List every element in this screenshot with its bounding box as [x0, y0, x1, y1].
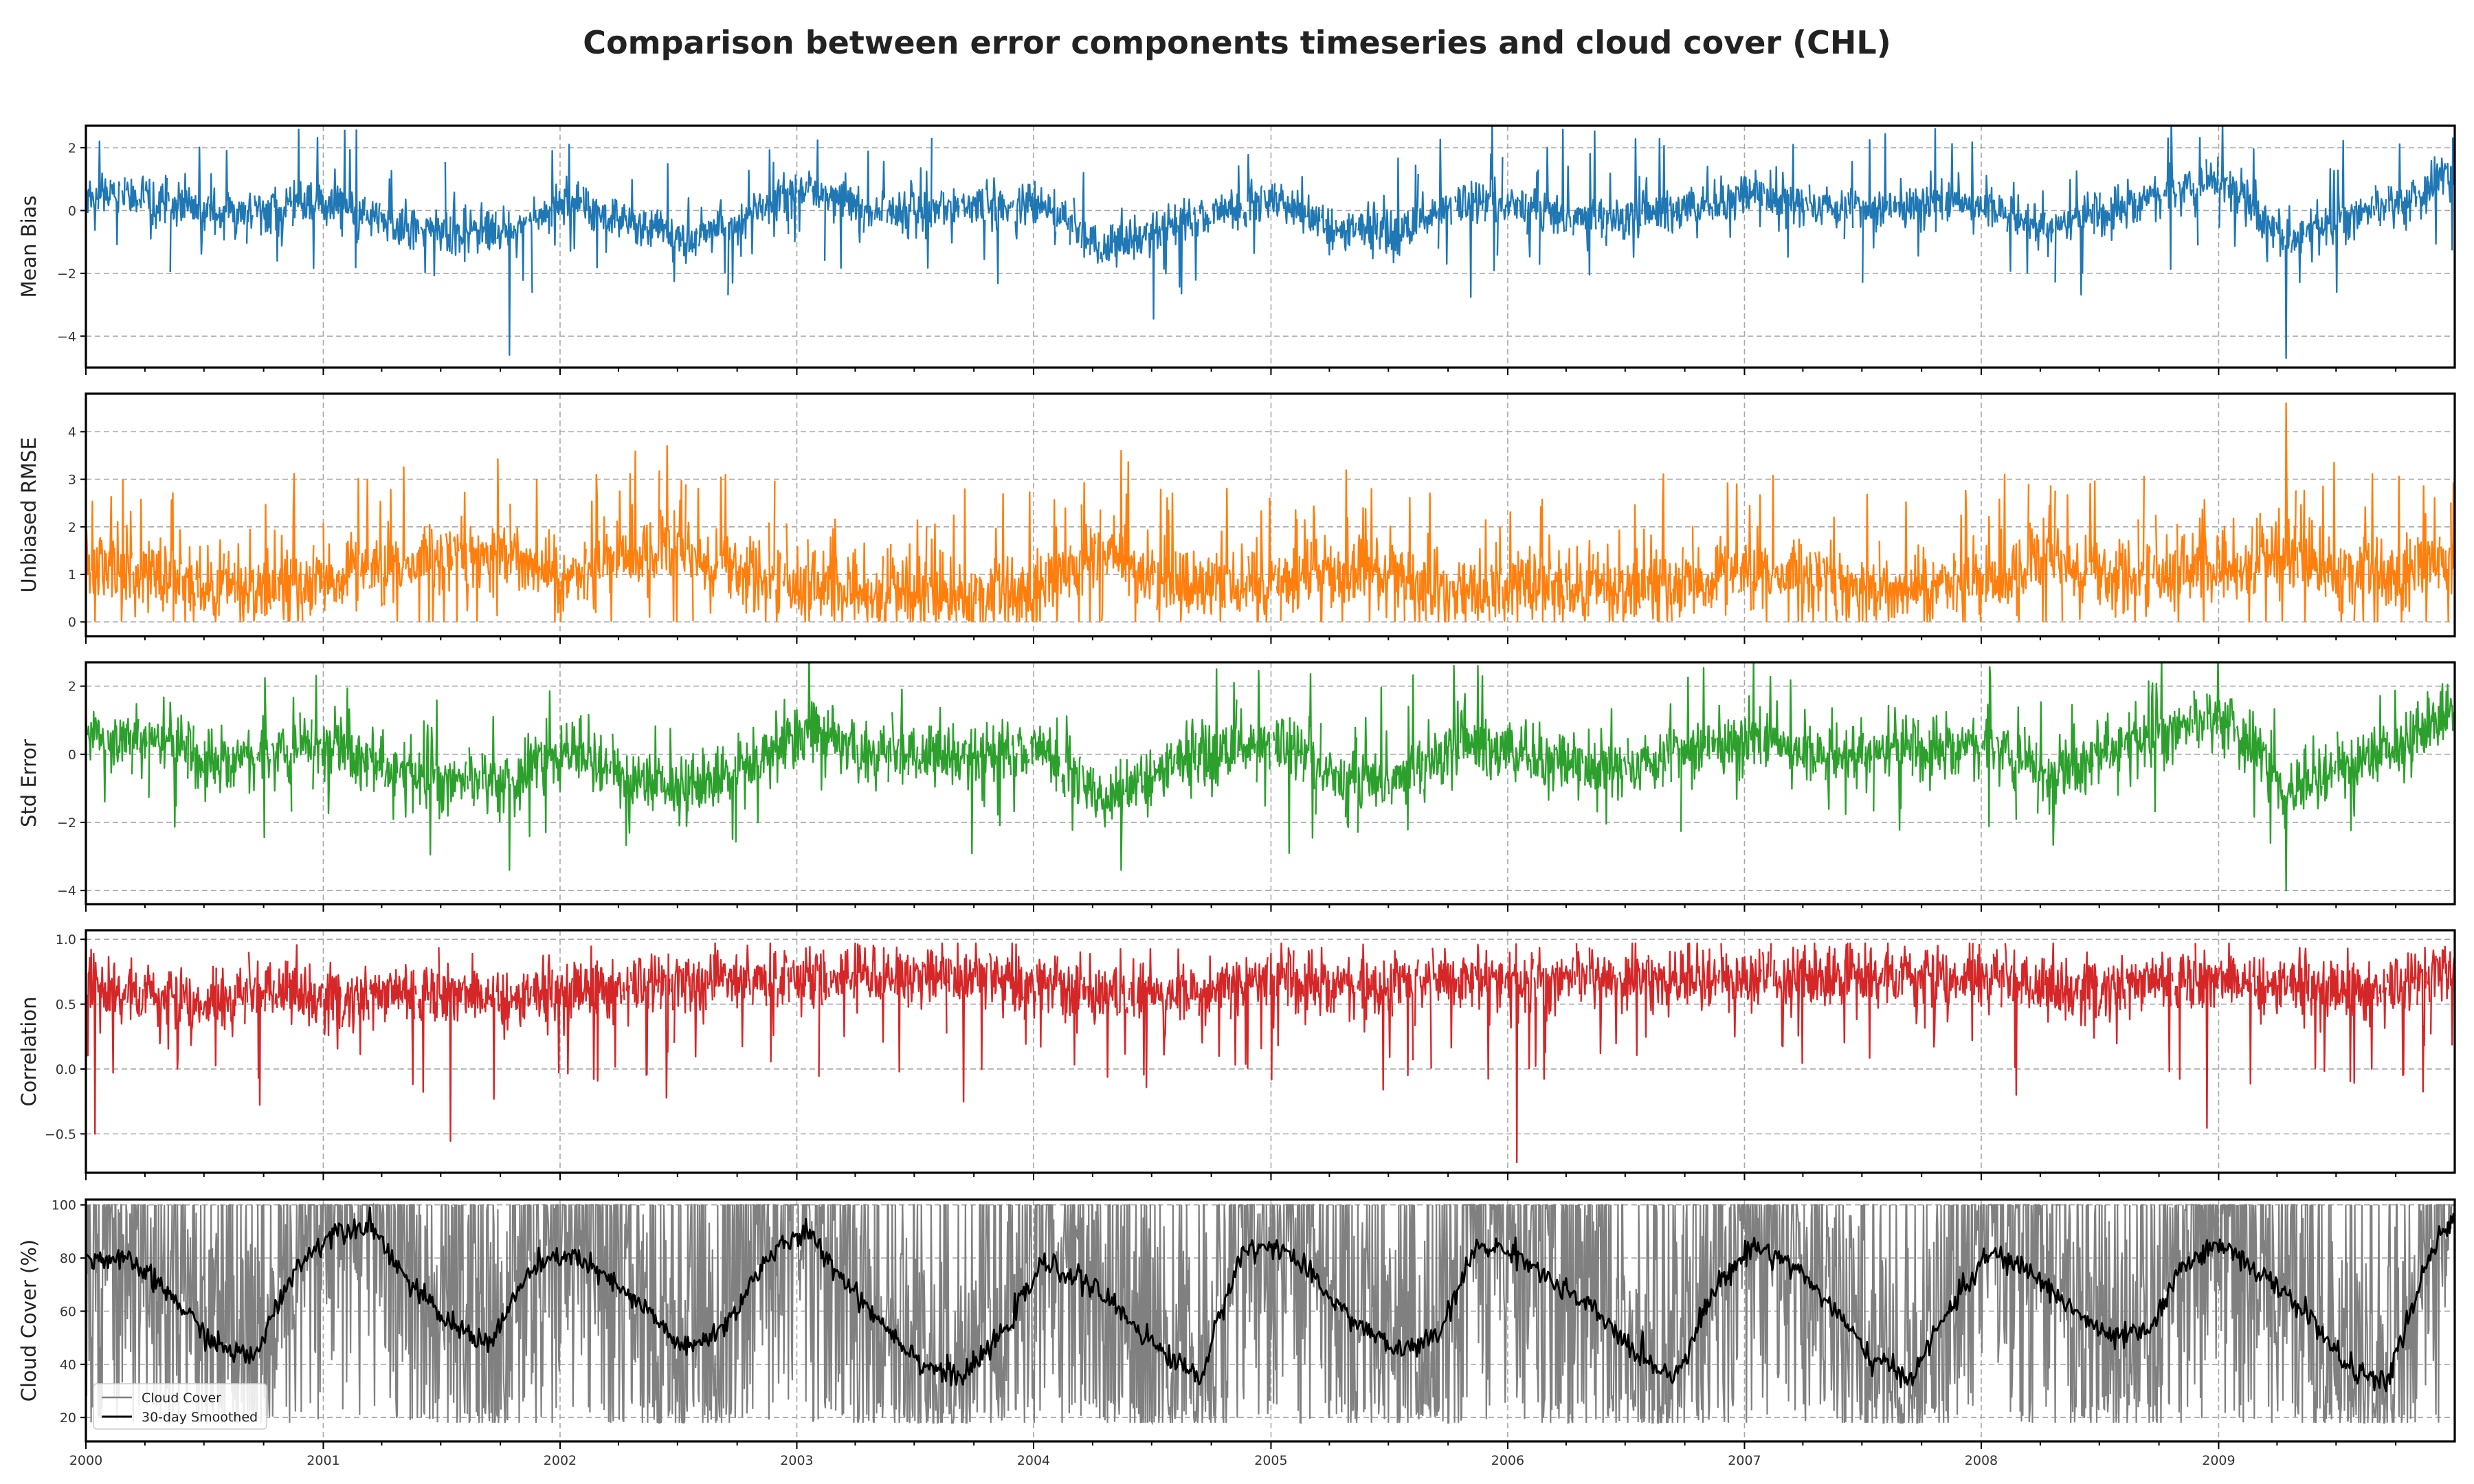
y-tick-label: 40	[60, 1358, 76, 1373]
y-tick-label: 2	[68, 679, 76, 695]
y-tick-label: 2	[68, 520, 76, 535]
y-axis-label: Cloud Cover (%)	[17, 1239, 41, 1402]
y-tick-label: −4	[57, 884, 76, 899]
y-tick-label: 4	[68, 425, 76, 440]
y-tick-label: 60	[60, 1304, 76, 1319]
legend-label: Cloud Cover	[142, 1391, 221, 1406]
subplot-5: Cloud Cover 30-day Smoothed 100 80 60 40 20 200…	[17, 1198, 2456, 1468]
series-line	[86, 662, 2455, 892]
series-line	[86, 126, 2455, 359]
y-tick-label: 0.0	[56, 1062, 76, 1077]
plot-area	[86, 1202, 2455, 1426]
series-line	[86, 402, 2455, 622]
y-tick-label: 80	[60, 1251, 76, 1266]
series-line	[86, 942, 2455, 1164]
y-tick-label: 1	[68, 567, 76, 583]
x-tick-label: 2003	[780, 1453, 813, 1468]
x-tick-label: 2006	[1491, 1453, 1524, 1468]
y-tick-label: 100	[52, 1198, 76, 1213]
y-tick-label: −0.5	[45, 1127, 76, 1142]
y-tick-label: 0	[68, 615, 76, 630]
x-tick-label: 2002	[544, 1453, 577, 1468]
y-tick-label: −2	[57, 816, 76, 831]
y-axis-label: Unbiased RMSE	[17, 437, 41, 592]
y-tick-label: 1.0	[56, 932, 76, 947]
x-tick-label: 2004	[1017, 1453, 1050, 1468]
legend-box	[93, 1383, 267, 1430]
smoothed-line	[86, 1206, 2455, 1393]
y-axis-label: Correlation	[17, 997, 41, 1107]
plot-area	[86, 126, 2455, 359]
cloud-cover-line	[86, 1202, 2455, 1426]
subplot-1: 2 0 −2 −4 Mean Bias	[17, 124, 2456, 375]
subplot-2: 4 3 2 1 0 Unbiased RMSE	[17, 392, 2456, 644]
x-tick-label: 2001	[307, 1453, 339, 1468]
y-tick-label: 2	[68, 141, 76, 156]
x-tick-label: 2007	[1728, 1453, 1761, 1468]
x-tick-label: 2009	[2202, 1453, 2235, 1468]
y-axis-label: Mean Bias	[17, 195, 41, 297]
plot-area	[86, 662, 2455, 892]
y-tick-label: 0	[68, 203, 76, 218]
y-tick-label: −4	[57, 329, 76, 344]
x-tick-label: 2000	[69, 1453, 102, 1468]
x-tick-label: 2005	[1254, 1453, 1287, 1468]
figure-title: Comparison between error components time…	[583, 24, 1891, 61]
legend: Cloud Cover 30-day Smoothed	[93, 1383, 267, 1430]
x-tick-label: 2008	[1965, 1453, 1998, 1468]
y-tick-label: 0	[68, 747, 76, 763]
y-tick-label: 0.5	[56, 998, 76, 1013]
y-tick-label: 20	[60, 1410, 76, 1426]
plot-area	[86, 942, 2455, 1164]
y-tick-label: −2	[57, 267, 76, 282]
y-axis-label: Std Error	[17, 739, 41, 827]
legend-label: 30-day Smoothed	[142, 1410, 258, 1425]
plot-area	[86, 402, 2455, 622]
subplot-3: 2 0 −2 −4 Std Error	[17, 661, 2456, 912]
y-tick-label: 3	[68, 473, 76, 488]
subplot-4: 1.0 0.5 0.0 −0.5 Correlation	[17, 929, 2456, 1180]
